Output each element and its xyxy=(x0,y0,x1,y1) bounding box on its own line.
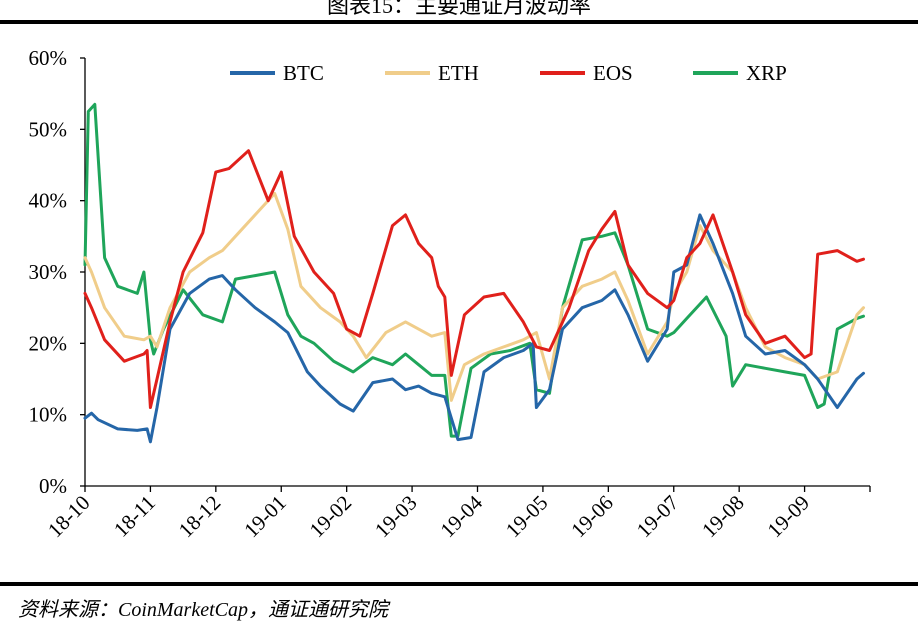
x-tick-label: 19-05 xyxy=(501,491,553,543)
x-tick-label: 19-08 xyxy=(697,491,749,543)
legend-label-eos: EOS xyxy=(593,61,633,85)
x-tick-label: 18-10 xyxy=(43,491,95,543)
line-chart: 0%10%20%30%40%50%60% 18-10 18-11 18-12 19-0… xyxy=(29,46,871,543)
y-tick-label: 40% xyxy=(29,189,68,213)
legend-label-eth: ETH xyxy=(438,61,479,85)
y-tick-label: 20% xyxy=(29,331,68,355)
top-rule xyxy=(0,20,918,24)
x-tick-label: 19-09 xyxy=(763,491,815,543)
source-note: 资料来源：CoinMarketCap，通证通研究院 xyxy=(18,599,388,621)
x-tick-label: 19-06 xyxy=(566,491,618,543)
x-tick-label: 18-11 xyxy=(109,491,160,542)
x-tick-label: 19-02 xyxy=(305,491,357,543)
y-tick-label: 30% xyxy=(29,260,68,284)
x-tick-label: 18-12 xyxy=(174,491,226,543)
series-line-eos xyxy=(83,149,865,409)
x-tick-label: 19-07 xyxy=(632,491,684,543)
x-tick-label: 19-03 xyxy=(370,491,422,543)
x-axis: 18-10 18-11 18-12 19-01 19-02 19-03 19-04 19-05… xyxy=(43,485,871,543)
y-tick-label: 50% xyxy=(29,117,68,141)
legend: BTC ETH EOS XRP xyxy=(230,61,787,85)
y-tick-label: 10% xyxy=(29,403,68,427)
y-tick-label: 0% xyxy=(39,474,67,498)
series-line-xrp xyxy=(83,102,865,438)
y-tick-label: 60% xyxy=(29,46,68,70)
x-tick-label: 19-04 xyxy=(435,490,487,542)
series-lines xyxy=(83,102,865,444)
series-line-btc xyxy=(83,213,865,444)
y-axis: 0% 10% 20% 30% 40% 50% 60% xyxy=(29,46,86,498)
series-line-eth xyxy=(83,192,865,402)
chart-title: 图表15：主要通证月波动率 xyxy=(326,0,591,18)
x-tick-label: 19-01 xyxy=(239,491,291,543)
legend-label-xrp: XRP xyxy=(746,61,787,85)
bottom-rule xyxy=(0,582,918,586)
legend-label-btc: BTC xyxy=(283,61,324,85)
